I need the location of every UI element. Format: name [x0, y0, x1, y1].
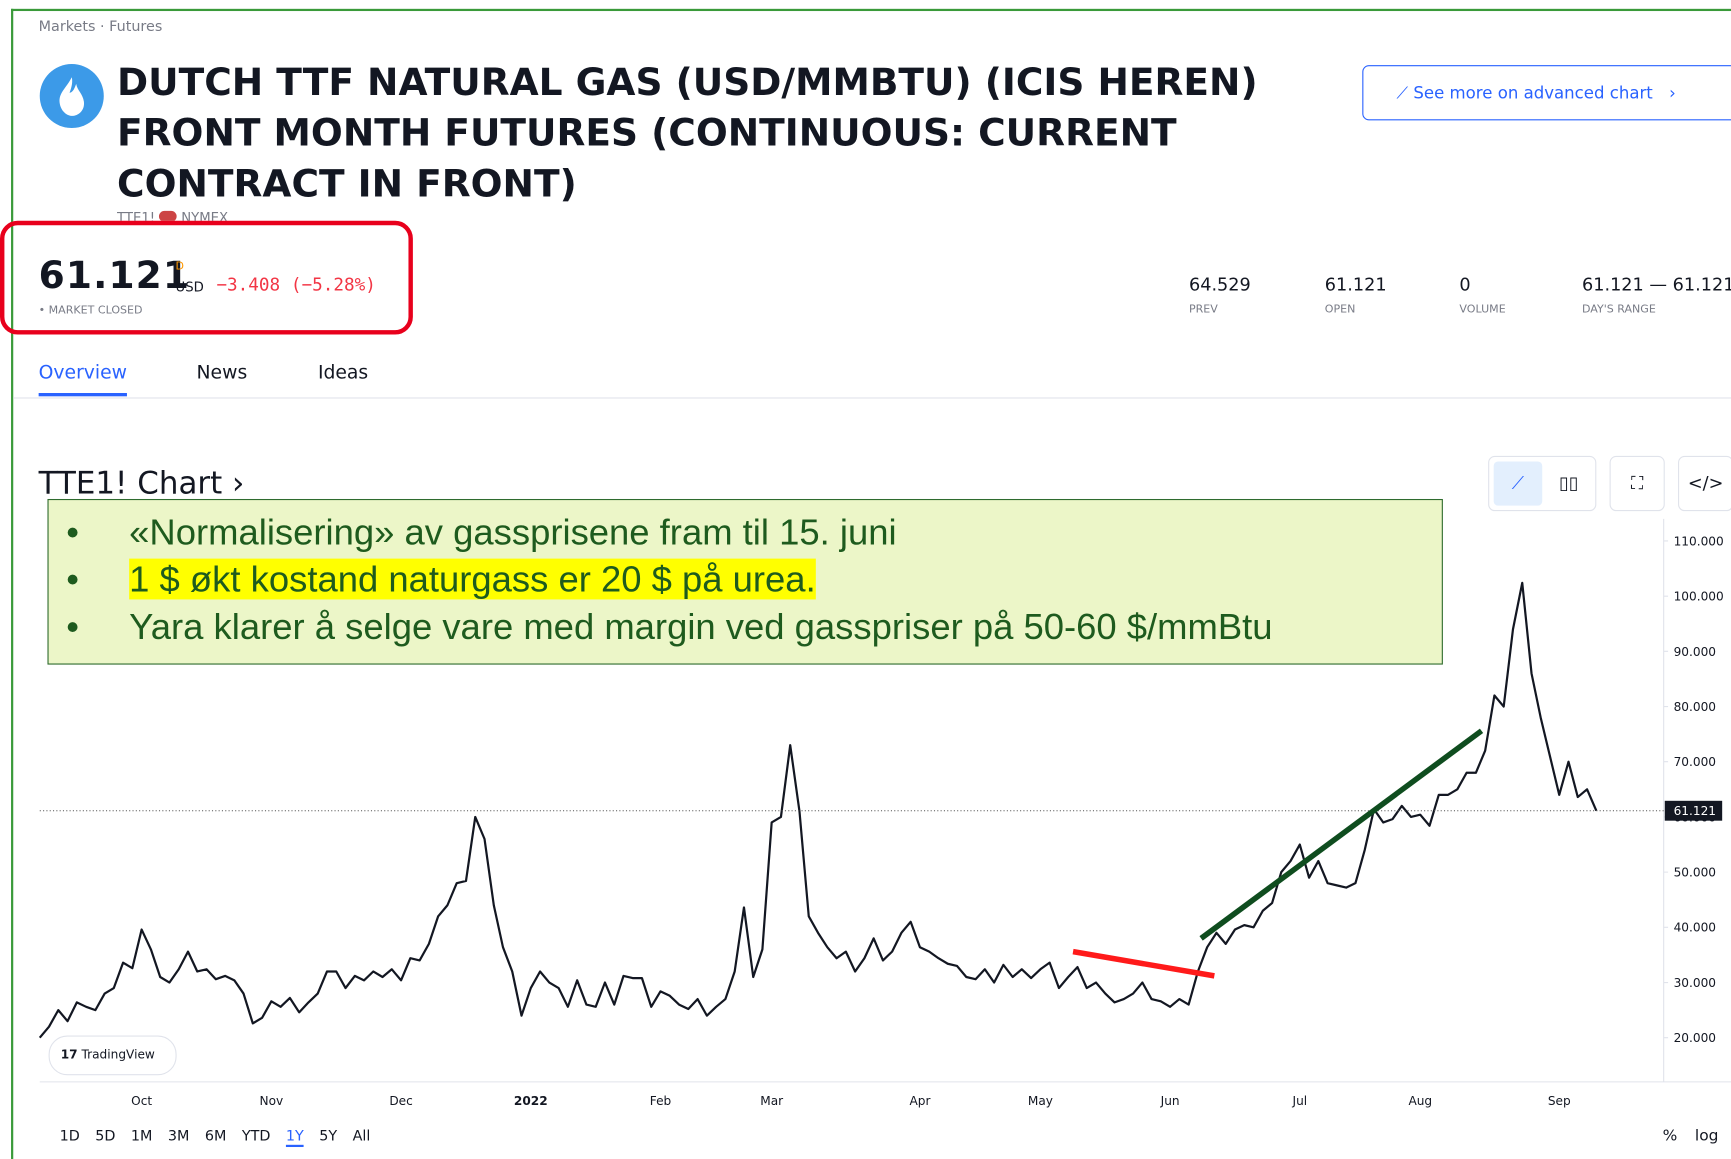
x-tick-label: Jul: [1292, 1094, 1308, 1108]
x-tick-label: Nov: [260, 1094, 284, 1108]
x-tick-label: Aug: [1408, 1094, 1432, 1108]
range-button[interactable]: 5D: [95, 1128, 116, 1145]
x-tick-label: 2022: [514, 1094, 548, 1108]
y-tick-label: 50.000: [1674, 866, 1716, 880]
range-button[interactable]: 1D: [59, 1128, 80, 1145]
stat-label: OPEN: [1324, 303, 1356, 316]
symbol-meta: TTE1! NYMEX: [117, 210, 228, 221]
breadcrumb[interactable]: Markets · Futures: [38, 18, 163, 36]
log-toggle[interactable]: log: [1694, 1127, 1719, 1145]
x-tick-label: Mar: [760, 1094, 783, 1108]
stat-label: VOLUME: [1459, 303, 1506, 316]
scale-options: % log: [1663, 1127, 1719, 1145]
x-tick-label: Sep: [1548, 1094, 1571, 1108]
y-tick-label: 80.000: [1674, 700, 1716, 714]
stat-label: PREV: [1188, 303, 1218, 316]
price-flag: D: [175, 260, 185, 273]
range-button[interactable]: All: [352, 1128, 371, 1145]
x-tick-label: Dec: [389, 1094, 412, 1108]
y-tick-label: 110.000: [1674, 534, 1724, 548]
price: 61.121: [38, 253, 191, 299]
callout: «Normalisering» av gassprisene fram til …: [47, 498, 1443, 665]
y-tick-label: 100.000: [1674, 590, 1724, 604]
range-bar: 1D 5D 1M 3M 6M YTD 1Y 5Y All: [59, 1128, 386, 1148]
stat-value: 61.121 — 61.121: [1581, 273, 1731, 295]
callout-text: Yara klarer å selge vare med margin ved …: [129, 606, 1273, 647]
stat: 61.121 OPEN: [1325, 274, 1387, 316]
stat: 61.121 — 61.121 DAY'S RANGE: [1582, 274, 1731, 316]
fullscreen-button[interactable]: ⛶: [1609, 455, 1665, 512]
frame: [11, 8, 1731, 1159]
divider: [13, 397, 1731, 399]
tradingview-logo[interactable]: 17 TradingView: [48, 1035, 177, 1076]
price-line: [38, 581, 1598, 1039]
x-tick-label: Oct: [131, 1094, 152, 1108]
x-tick-label: May: [1028, 1094, 1053, 1108]
tab[interactable]: Overview: [38, 362, 128, 397]
trend-annotation-red: [1072, 948, 1215, 979]
price-change: −3.408 (−5.28%): [216, 273, 376, 295]
button-label: See more on advanced chart: [1413, 82, 1653, 103]
range-button[interactable]: 6M: [204, 1128, 227, 1145]
stat-value: 0: [1459, 273, 1471, 295]
stat-label: DAY'S RANGE: [1581, 303, 1656, 316]
currency: USD: [175, 279, 204, 295]
range-button[interactable]: 1M: [130, 1128, 153, 1145]
y-tick-label: 30.000: [1674, 976, 1716, 990]
y-tick-label: 90.000: [1674, 645, 1716, 659]
last-price-box: [1664, 800, 1723, 821]
callout-text: «Normalisering» av gassprisene fram til …: [129, 511, 897, 552]
market-status: • MARKET CLOSED: [38, 304, 143, 317]
highlight-frame: [0, 220, 413, 335]
trend-annotation-green: [1199, 728, 1484, 941]
callout-text: 1 $ økt kostand naturgass er 20 $ på ure…: [129, 558, 816, 600]
logo-text: TradingView: [81, 1047, 155, 1063]
y-tick-label: 40.000: [1674, 921, 1716, 935]
ticker: TTE1!: [117, 209, 156, 221]
chart-type-toggle[interactable]: ⟋ ▯▯: [1488, 455, 1597, 512]
stat-value: 61.121: [1324, 273, 1387, 295]
percent-toggle[interactable]: %: [1662, 1127, 1678, 1145]
range-button[interactable]: 1Y: [285, 1128, 304, 1148]
callout-item: Yara klarer å selge vare med margin ved …: [49, 606, 1442, 653]
x-tick-label: Apr: [909, 1094, 930, 1108]
exchange: NYMEX: [181, 209, 229, 221]
embed-button[interactable]: </>: [1678, 455, 1731, 512]
last-price-label: 61.121: [1674, 804, 1716, 818]
symbol-icon: [39, 64, 104, 129]
x-tick-label: Jun: [1160, 1094, 1180, 1108]
y-tick-label: 20.000: [1674, 1031, 1716, 1045]
range-button[interactable]: YTD: [241, 1128, 271, 1145]
x-tick-label: Feb: [650, 1094, 672, 1108]
range-button[interactable]: 5Y: [319, 1128, 338, 1145]
symbol-title: DUTCH TTF NATURAL GAS (USD/MMBTU) (ICIS …: [117, 60, 1258, 207]
tab[interactable]: News: [196, 362, 248, 385]
tab[interactable]: Ideas: [317, 362, 369, 385]
stat: 64.529 PREV: [1189, 274, 1251, 316]
callout-item: 1 $ økt kostand naturgass er 20 $ på ure…: [49, 558, 1442, 606]
status-text: MARKET CLOSED: [48, 304, 143, 317]
y-tick-label: 70.000: [1674, 755, 1716, 769]
stat-value: 64.529: [1188, 273, 1251, 295]
range-button[interactable]: 3M: [167, 1128, 190, 1145]
stat: 0 VOLUME: [1459, 274, 1505, 316]
chart-header[interactable]: TTE1! Chart ›: [38, 464, 245, 502]
callout-item: «Normalisering» av gassprisene fram til …: [49, 511, 1442, 558]
advanced-chart-button[interactable]: ⟋ See more on advanced chart ›: [1362, 65, 1731, 121]
